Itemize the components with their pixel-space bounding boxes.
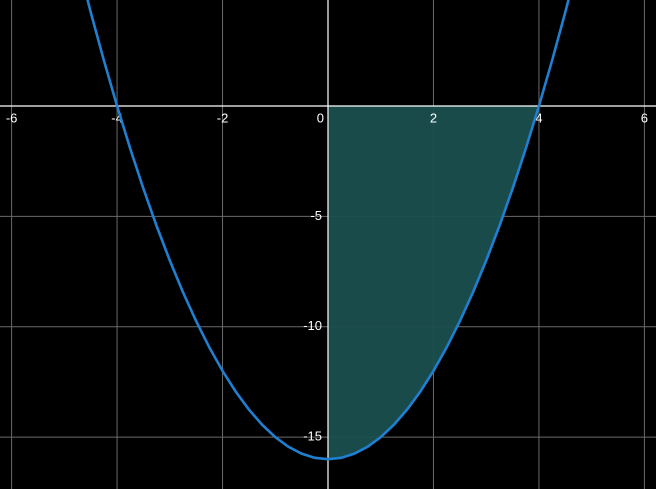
x-tick-label: 2 [430,110,437,125]
x-tick-label: -4 [111,110,123,125]
x-tick-label: -2 [217,110,229,125]
shaded-area [328,105,539,460]
x-tick-label: 4 [535,110,542,125]
x-tick-label: 6 [641,110,648,125]
y-tick-label: -5 [310,208,322,223]
y-tick-label: -10 [303,318,322,333]
x-tick-label: -6 [6,110,18,125]
x-tick-label: 0 [317,110,324,125]
curve [86,0,570,461]
y-tick-label: -15 [303,429,322,444]
